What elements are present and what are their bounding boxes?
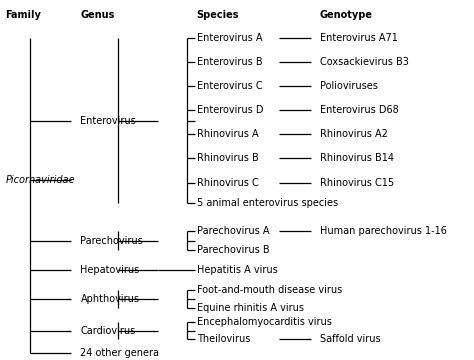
Text: Rhinovirus A2: Rhinovirus A2 xyxy=(320,129,388,139)
Text: Polioviruses: Polioviruses xyxy=(320,81,378,91)
Text: Picornaviridae: Picornaviridae xyxy=(5,175,75,185)
Text: Family: Family xyxy=(5,10,41,20)
Text: Rhinovirus B14: Rhinovirus B14 xyxy=(320,153,394,163)
Text: Enterovirus A71: Enterovirus A71 xyxy=(320,33,398,43)
Text: Rhinovirus A: Rhinovirus A xyxy=(197,129,258,139)
Text: Aphthovirus: Aphthovirus xyxy=(81,294,139,304)
Text: Genotype: Genotype xyxy=(320,10,373,20)
Text: Enterovirus: Enterovirus xyxy=(81,116,136,126)
Text: Parechovirus B: Parechovirus B xyxy=(197,246,269,256)
Text: Coxsackievirus B3: Coxsackievirus B3 xyxy=(320,57,409,67)
Text: Enterovirus C: Enterovirus C xyxy=(197,81,263,91)
Text: Cardiovirus: Cardiovirus xyxy=(81,326,136,336)
Text: Rhinovirus C: Rhinovirus C xyxy=(197,178,258,188)
Text: Human parechovirus 1-16: Human parechovirus 1-16 xyxy=(320,226,447,237)
Text: Theilovirus: Theilovirus xyxy=(197,334,250,344)
Text: Genus: Genus xyxy=(81,10,115,20)
Text: Equine rhinitis A virus: Equine rhinitis A virus xyxy=(197,303,304,313)
Text: Enterovirus B: Enterovirus B xyxy=(197,57,263,67)
Text: Rhinovirus B: Rhinovirus B xyxy=(197,153,258,163)
Text: Hepatitis A virus: Hepatitis A virus xyxy=(197,265,277,275)
Text: Parechovirus: Parechovirus xyxy=(81,236,143,246)
Text: 24 other genera: 24 other genera xyxy=(81,348,159,358)
Text: Encephalomyocarditis virus: Encephalomyocarditis virus xyxy=(197,317,332,327)
Text: Foot-and-mouth disease virus: Foot-and-mouth disease virus xyxy=(197,285,342,295)
Text: Hepatovirus: Hepatovirus xyxy=(81,265,140,275)
Text: Rhinovirus C15: Rhinovirus C15 xyxy=(320,178,394,188)
Text: Enterovirus A: Enterovirus A xyxy=(197,33,262,43)
Text: Species: Species xyxy=(197,10,239,20)
Text: Parechovirus A: Parechovirus A xyxy=(197,226,269,237)
Text: 5 animal enterovirus species: 5 animal enterovirus species xyxy=(197,198,338,208)
Text: Enterovirus D: Enterovirus D xyxy=(197,105,263,115)
Text: Enterovirus D68: Enterovirus D68 xyxy=(320,105,399,115)
Text: Saffold virus: Saffold virus xyxy=(320,334,381,344)
